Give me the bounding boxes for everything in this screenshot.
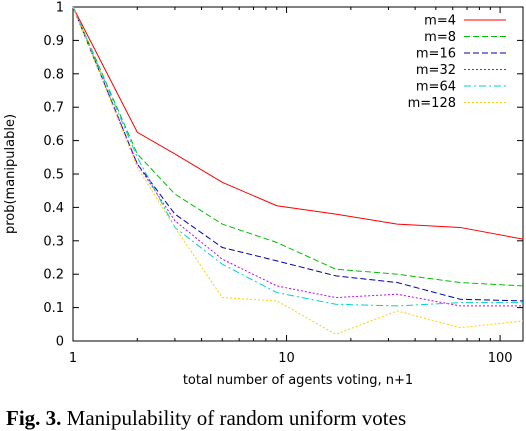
x-tick-label: 100: [488, 351, 513, 366]
figure-caption: Fig. 3. Manipulability of random uniform…: [6, 406, 406, 431]
legend-label: m=16: [416, 47, 456, 62]
legend: m=4m=8 m=16m=32 m=64m=128: [408, 14, 506, 111]
y-tick-label: 1: [56, 1, 64, 16]
legend-label: m=32: [416, 63, 456, 78]
y-tick-label: 0.2: [43, 268, 64, 283]
series-line-m-4: [72, 6, 524, 240]
figure-caption-label: Fig. 3.: [6, 406, 62, 430]
legend-label: m=64: [416, 80, 456, 95]
y-tick-label: 0.1: [43, 301, 64, 316]
y-tick-label: 0: [56, 335, 64, 350]
y-tick-label: 0.9: [43, 34, 64, 49]
legend-label: m=128: [408, 96, 456, 111]
legend-label: m=4: [424, 14, 456, 29]
series-line-m-8: [72, 6, 524, 287]
series-line-m-64: [72, 6, 523, 307]
legend-label: m=8: [424, 30, 456, 45]
figure-caption-text: Manipulability of random uniform votes: [66, 406, 407, 430]
series-line-m-128: [72, 6, 524, 335]
x-tick-label: 1: [69, 351, 77, 366]
y-tick-label: 0.4: [43, 201, 64, 216]
y-axis-label: prob(manipulable): [3, 114, 18, 234]
series-line-m-32: [72, 6, 523, 307]
y-tick-label: 0.5: [43, 168, 64, 183]
x-axis-label: total number of agents voting, n+1: [183, 373, 413, 388]
y-tick-label: 0.8: [43, 67, 64, 82]
y-tick-label: 0.7: [43, 101, 64, 116]
y-tick-label: 0.3: [43, 234, 64, 249]
chart: 00.10.20.30.40.50.60.70.80.911 10 100 m=4m…: [3, 1, 524, 388]
x-tick-label: 10: [278, 351, 295, 366]
y-tick-label: 0.6: [43, 134, 64, 149]
